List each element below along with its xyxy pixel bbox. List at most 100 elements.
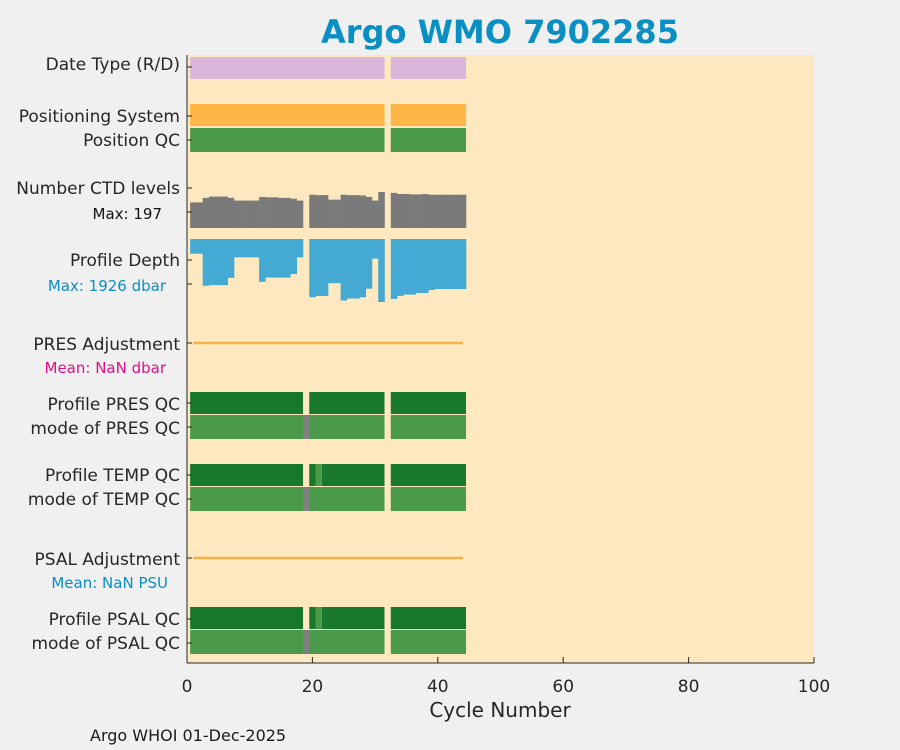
ctd-levels-bar-cycle-18 bbox=[296, 200, 304, 228]
date-type-bar-segment-1 bbox=[190, 57, 385, 79]
pres-mode-gap-cell bbox=[302, 415, 310, 439]
temp-qc-bar-segment-4 bbox=[390, 464, 467, 486]
date-type-bar-segment-2 bbox=[390, 57, 467, 79]
position-qc-bar-segment-2 bbox=[390, 128, 467, 152]
x-tick-label-60: 60 bbox=[552, 677, 574, 697]
ctd-levels-bar-cycle-17 bbox=[290, 198, 298, 228]
x-tick-label-80: 80 bbox=[678, 677, 700, 697]
ctd-levels-bar-cycle-44 bbox=[459, 194, 467, 228]
ctd-levels-bar-cycle-4 bbox=[208, 196, 216, 228]
positioning-bar-segment-2 bbox=[390, 104, 467, 126]
psal-mode-gap-cell bbox=[302, 630, 310, 654]
profile-depth-bar-cycle-35 bbox=[403, 239, 410, 295]
x-tick-label-100: 100 bbox=[798, 677, 830, 697]
psal-qc-bar-segment-1 bbox=[190, 607, 303, 629]
profile-depth-bar-cycle-5 bbox=[215, 239, 222, 286]
ctd-levels-bar-cycle-2 bbox=[196, 202, 203, 228]
profile-depth-bar-cycle-26 bbox=[346, 239, 354, 299]
row-label-psal-qc: Profile PSAL QC bbox=[49, 610, 180, 630]
temp-qc-bar-segment-1 bbox=[190, 464, 303, 486]
profile-depth-bar-cycle-15 bbox=[277, 239, 285, 278]
row-label-pres-qc: Profile PRES QC bbox=[47, 395, 180, 415]
footer-text: Argo WHOI 01-Dec-2025 bbox=[90, 726, 286, 745]
ctd-levels-bar-cycle-20 bbox=[309, 194, 316, 228]
positioning-bar-segment-1 bbox=[190, 104, 385, 126]
ctd-levels-bar-cycle-12 bbox=[259, 196, 266, 228]
temp-mode-bar-segment-1 bbox=[190, 487, 385, 511]
profile-depth-bar-cycle-18 bbox=[296, 239, 304, 258]
ctd-levels-bar-cycle-5 bbox=[215, 196, 222, 228]
ctd-levels-bar-cycle-16 bbox=[284, 197, 291, 228]
profile-depth-bar-cycle-29 bbox=[365, 239, 373, 289]
pres-qc-bar-segment-2 bbox=[309, 392, 385, 414]
profile-depth-bar-cycle-24 bbox=[334, 239, 341, 284]
ctd-levels-bar-cycle-6 bbox=[221, 196, 229, 228]
profile-depth-bar-cycle-42 bbox=[447, 239, 454, 290]
ctd-levels-bar-cycle-37 bbox=[415, 194, 423, 228]
chart-title: Argo WMO 7902285 bbox=[321, 13, 679, 51]
profile-depth-bar-cycle-44 bbox=[459, 239, 467, 290]
chart-marks bbox=[190, 57, 467, 654]
profile-depth-bar-cycle-33 bbox=[390, 239, 398, 299]
row-label-positioning: Positioning System bbox=[19, 107, 180, 127]
ctd-levels-bar-cycle-39 bbox=[428, 194, 435, 228]
x-axis-label: Cycle Number bbox=[429, 698, 571, 722]
ctd-levels-bar-cycle-14 bbox=[271, 197, 279, 228]
row-label-temp-qc: Profile TEMP QC bbox=[45, 466, 180, 486]
ctd-levels-bar-cycle-8 bbox=[234, 200, 241, 228]
psal-mean-text: Mean: NaN PSU bbox=[51, 574, 168, 592]
row-label-psal-adjust: PSAL Adjustment bbox=[35, 550, 181, 570]
psal-qc-bar-segment-2 bbox=[309, 607, 316, 629]
profile-depth-bar-cycle-39 bbox=[428, 239, 435, 291]
profile-depth-bar-cycle-31 bbox=[378, 239, 385, 302]
profile-depth-bar-cycle-34 bbox=[397, 239, 404, 296]
ctd-max-text: Max: 197 bbox=[93, 205, 162, 223]
temp-mode-bar-segment-2 bbox=[390, 487, 467, 511]
profile-depth-bar-cycle-27 bbox=[353, 239, 360, 299]
ctd-levels-bar-cycle-38 bbox=[422, 194, 429, 228]
ctd-levels-bar-cycle-15 bbox=[277, 197, 285, 228]
ctd-levels-bar-cycle-23 bbox=[328, 199, 335, 228]
profile-depth-bar-cycle-37 bbox=[415, 239, 423, 293]
profile-depth-bar-cycle-2 bbox=[196, 239, 203, 254]
row-label-pres-mode: mode of PRES QC bbox=[30, 419, 180, 439]
ctd-levels-bar-cycle-3 bbox=[202, 197, 210, 228]
profile-depth-bar-cycle-7 bbox=[227, 239, 235, 278]
x-tick-label-0: 0 bbox=[182, 677, 193, 697]
ctd-levels-bar-cycle-29 bbox=[365, 196, 373, 228]
ctd-levels-bar-cycle-11 bbox=[252, 200, 260, 228]
profile-depth-bar-cycle-17 bbox=[290, 239, 298, 274]
profile-depth-bar-cycle-25 bbox=[340, 239, 348, 301]
pres-mean-text: Mean: NaN dbar bbox=[45, 359, 167, 377]
x-tick-label-40: 40 bbox=[427, 677, 449, 697]
ctd-levels-bar-cycle-41 bbox=[440, 194, 448, 228]
profile-depth-bar-cycle-40 bbox=[434, 239, 442, 290]
row-label-temp-mode: mode of TEMP QC bbox=[28, 490, 180, 510]
psal-mode-bar-segment-2 bbox=[390, 630, 467, 654]
row-label-position-qc: Position QC bbox=[83, 131, 180, 151]
profile-depth-bar-cycle-20 bbox=[309, 239, 316, 298]
ctd-levels-bar-cycle-40 bbox=[434, 194, 442, 228]
row-label-ctd-levels: Number CTD levels bbox=[16, 179, 180, 199]
ctd-levels-bar-cycle-30 bbox=[371, 200, 379, 228]
x-axis bbox=[186, 55, 814, 664]
ctd-levels-bar-cycle-35 bbox=[403, 194, 410, 228]
profile-depth-bar-cycle-11 bbox=[252, 239, 260, 258]
row-label-psal-mode: mode of PSAL QC bbox=[31, 634, 180, 654]
temp-mode-gap-cell bbox=[302, 487, 310, 511]
ctd-levels-bar-cycle-31 bbox=[378, 192, 385, 228]
profile-depth-bar-cycle-10 bbox=[246, 239, 254, 258]
profile-depth-bar-cycle-22 bbox=[321, 239, 329, 296]
row-label-date-type: Date Type (R/D) bbox=[46, 55, 180, 75]
profile-depth-bar-cycle-28 bbox=[359, 239, 366, 298]
profile-depth-bar-cycle-1 bbox=[190, 239, 197, 254]
psal-qc-light-cell bbox=[315, 607, 322, 629]
row-label-profile-depth: Profile Depth bbox=[70, 251, 180, 271]
profile-depth-bar-cycle-43 bbox=[453, 239, 461, 290]
profile-depth-bar-cycle-30 bbox=[371, 239, 379, 259]
profile-depth-bar-cycle-38 bbox=[422, 239, 429, 293]
plot-background bbox=[187, 55, 814, 663]
profile-depth-bar-cycle-13 bbox=[265, 239, 272, 278]
pres-qc-bar-segment-3 bbox=[390, 392, 467, 414]
